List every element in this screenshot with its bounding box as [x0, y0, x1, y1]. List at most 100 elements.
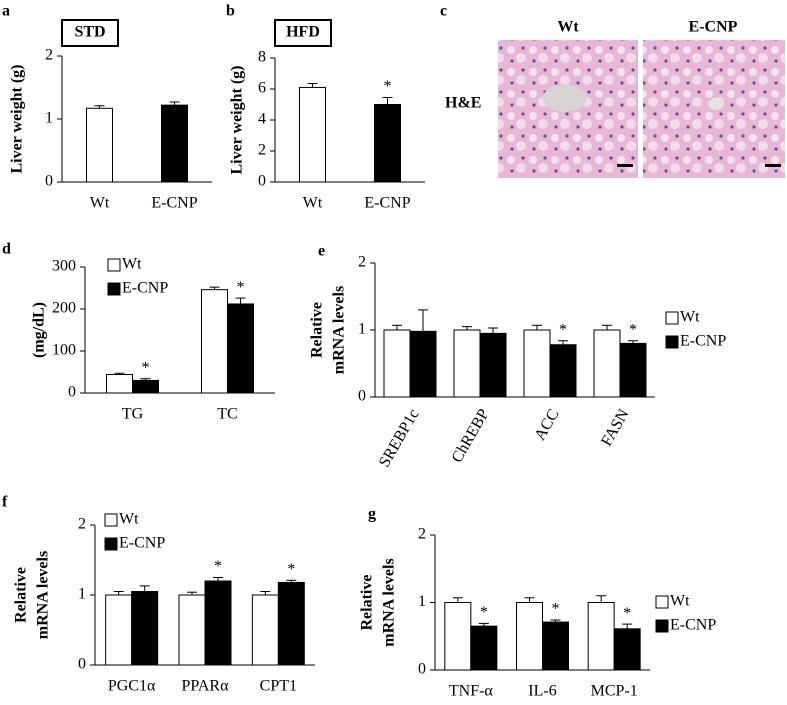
- bar: [444, 602, 472, 671]
- y-tick-label: 1: [78, 586, 86, 603]
- bar: [470, 625, 498, 671]
- bar: [587, 602, 615, 671]
- legend-label: Wt: [680, 309, 700, 326]
- image-label: Wt: [557, 19, 579, 36]
- y-axis-label: Liver weight (g): [9, 64, 26, 173]
- bar: [106, 374, 133, 394]
- significance: *: [623, 605, 631, 622]
- image-label: E-CNP: [689, 19, 738, 36]
- y-tick-label: 0: [258, 173, 266, 190]
- y-tick-label: 2: [78, 516, 86, 533]
- y-axis-label: mRNA levels: [381, 558, 398, 646]
- y-tick-label: 0: [68, 384, 76, 401]
- significance: *: [287, 561, 295, 578]
- bar: [619, 342, 647, 398]
- legend-swatch: [655, 595, 669, 609]
- panel-letter: g: [368, 506, 376, 523]
- bar: [131, 591, 159, 666]
- y-tick-label: 0: [45, 173, 53, 190]
- condition-label: STD: [74, 24, 105, 41]
- vessel: [708, 98, 724, 110]
- panel-letter: b: [226, 3, 235, 20]
- y-tick-label: 8: [258, 49, 266, 66]
- y-tick-label: 1: [358, 321, 366, 338]
- x-tick-label: E-CNP: [364, 195, 410, 212]
- significance: *: [384, 78, 392, 95]
- bar: [178, 594, 206, 666]
- condition-box: [61, 19, 119, 47]
- significance: *: [237, 279, 245, 296]
- y-tick-label: 100: [52, 342, 76, 359]
- scale-bar: [617, 164, 633, 167]
- y-tick-label: 1: [45, 110, 53, 127]
- x-tick-label: PPARα: [182, 678, 230, 695]
- bar: [132, 379, 159, 394]
- bar: [409, 330, 437, 398]
- significance: *: [559, 321, 567, 338]
- x-tick-label: TNF-α: [449, 683, 494, 700]
- condition-box: [274, 19, 332, 47]
- significance: *: [552, 601, 560, 618]
- bar: [374, 104, 401, 183]
- bar: [523, 329, 551, 398]
- y-tick-label: 0: [78, 656, 86, 673]
- stain-label: H&E: [445, 95, 481, 112]
- legend-label: Wt: [670, 593, 690, 610]
- legend-swatch: [665, 311, 679, 325]
- y-axis-label: Relative: [309, 302, 326, 358]
- y-tick-label: 0: [418, 661, 426, 678]
- y-tick-label: 0: [358, 388, 366, 405]
- bar: [251, 594, 279, 666]
- panel-letter: f: [2, 494, 8, 511]
- legend-swatch: [104, 513, 118, 527]
- bar: [453, 329, 481, 398]
- x-tick-label: MCP-1: [591, 683, 638, 700]
- panel-letter: d: [2, 241, 11, 258]
- x-tick-label: ACC: [531, 406, 562, 443]
- condition-label: HFD: [286, 24, 320, 41]
- y-axis-label: mRNA levels: [331, 286, 348, 374]
- legend-label: E-CNP: [122, 280, 168, 297]
- y-axis-label: Relative: [359, 575, 376, 631]
- y-tick-label: 2: [258, 142, 266, 159]
- bar: [105, 594, 133, 666]
- x-tick-label: FASN: [598, 406, 633, 449]
- bar: [516, 602, 543, 671]
- bar: [161, 104, 188, 183]
- bar: [479, 332, 507, 398]
- y-tick-label: 300: [52, 258, 76, 275]
- scale-bar: [765, 164, 781, 167]
- legend-swatch: [107, 258, 121, 272]
- bar: [204, 580, 232, 666]
- legend-swatch: [665, 335, 679, 349]
- vessel: [543, 84, 587, 112]
- y-tick-label: 2: [45, 47, 53, 64]
- x-tick-label: ChREBP: [449, 406, 493, 465]
- x-tick-label: IL-6: [528, 683, 556, 700]
- significance: *: [629, 321, 637, 338]
- y-tick-label: 6: [258, 80, 266, 97]
- x-tick-label: E-CNP: [151, 195, 197, 212]
- x-tick-label: CPT1: [260, 678, 297, 695]
- bar: [549, 344, 577, 398]
- bar: [201, 289, 228, 394]
- panel-letter: c: [440, 3, 447, 20]
- y-tick-label: 200: [52, 300, 76, 317]
- x-tick-label: TG: [122, 406, 144, 423]
- y-tick-label: 1: [418, 593, 426, 610]
- legend-swatch: [655, 619, 669, 633]
- legend-label: E-CNP: [119, 535, 165, 552]
- bar: [613, 628, 641, 671]
- bar: [299, 86, 326, 183]
- x-tick-label: Wt: [90, 195, 110, 212]
- y-tick-label: 2: [418, 526, 426, 543]
- x-tick-label: Wt: [303, 195, 323, 212]
- bar: [593, 329, 621, 398]
- y-tick-label: 2: [358, 254, 366, 271]
- bar: [86, 107, 113, 183]
- x-tick-label: SREBP1c: [376, 406, 423, 470]
- y-axis-label: Liver weight (g): [229, 65, 246, 174]
- legend-label: Wt: [119, 511, 139, 528]
- y-axis-label: Relative: [13, 567, 30, 623]
- significance: *: [142, 359, 150, 376]
